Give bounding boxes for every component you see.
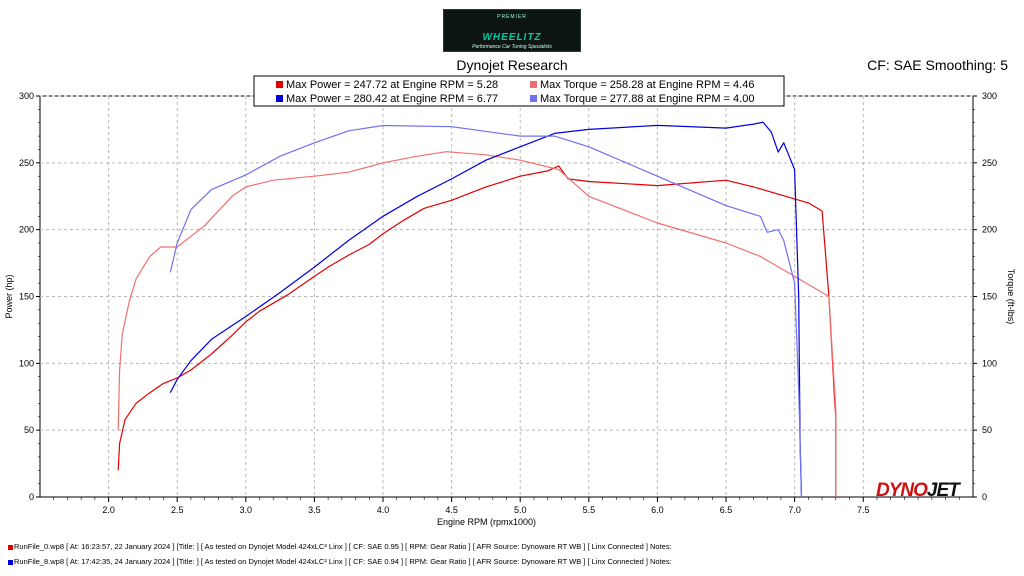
x-tick-label: 2.0: [102, 505, 115, 515]
x-tick-label: 2.5: [171, 505, 184, 515]
legend-entry-2: Max Power = 280.42 at Engine RPM = 6.77: [286, 93, 498, 105]
x-tick-label: 5.0: [514, 505, 527, 515]
y2-tick-label: 300: [982, 91, 997, 101]
x-tick-label: 7.5: [857, 505, 870, 515]
y-tick-label: 0: [29, 492, 34, 502]
y-axis-title: Power (hp): [4, 274, 14, 318]
y2-tick-label: 100: [982, 358, 997, 368]
x-tick-label: 4.0: [377, 505, 390, 515]
y2-axis-title: Torque (ft-lbs): [1006, 269, 1016, 325]
axes: 2.0 2.5 3.0 3.5 4.0 4.5 5.0 5.5 6.0 6.5 7.0 7.5 0 50 1…: [19, 91, 997, 515]
y-tick-label: 250: [19, 158, 34, 168]
y-tick-label: 300: [19, 91, 34, 101]
y-tick-label: 200: [19, 225, 34, 235]
dynojet-logo-part2: JET: [926, 480, 960, 501]
x-tick-label: 5.5: [583, 505, 596, 515]
run-label-1: RunFile_8.wp8 [ At: 17:42:35, 24 January…: [14, 557, 672, 566]
series-line-2: [169, 121, 803, 498]
logo-brand: WHEELITZ: [482, 32, 542, 43]
x-tick-label: 6.5: [720, 505, 733, 515]
series-line-3: [169, 124, 803, 498]
y2-tick-label: 200: [982, 225, 997, 235]
run-info-0: RunFile_0.wp8 [ At: 16:23:57, 22 January…: [8, 542, 672, 551]
run-label-0: RunFile_0.wp8 [ At: 16:23:57, 22 January…: [14, 542, 672, 551]
x-tick-label: 4.5: [445, 505, 458, 515]
y2-tick-label: 50: [982, 425, 992, 435]
y2-tick-label: 150: [982, 292, 997, 302]
grid: [39, 95, 974, 498]
y-tick-label: 150: [19, 292, 34, 302]
series-line-0: [117, 165, 837, 497]
y-tick-label: 50: [24, 425, 34, 435]
legend-entry-1: Max Torque = 258.28 at Engine RPM = 4.46: [540, 79, 754, 91]
y-tick-label: 100: [19, 358, 34, 368]
legend-swatch-1: [530, 81, 537, 88]
y2-tick-label: 250: [982, 158, 997, 168]
y2-tick-label: 0: [982, 492, 987, 502]
shop-logo: PREMIER WHEELITZ Performance Car Tuning …: [443, 9, 581, 52]
x-tick-label: 3.5: [308, 505, 321, 515]
series-line-1: [117, 151, 837, 497]
dynojet-logo: DYNOJET: [876, 480, 960, 502]
x-axis-title: Engine RPM (rpmx1000): [437, 517, 536, 527]
x-tick-label: 3.0: [240, 505, 253, 515]
legend-swatch-0: [276, 81, 283, 88]
legend: Max Power = 247.72 at Engine RPM = 5.28 M…: [253, 75, 785, 107]
legend-swatch-2: [276, 95, 283, 102]
run-info-1: RunFile_8.wp8 [ At: 17:42:35, 24 January…: [8, 557, 672, 566]
series-lines: [117, 121, 837, 498]
legend-box: [253, 75, 785, 107]
run-marker-1: [8, 559, 13, 565]
cf-smoothing-label: CF: SAE Smoothing: 5: [867, 57, 1008, 73]
legend-swatch-3: [530, 95, 537, 102]
x-tick-label: 7.0: [788, 505, 801, 515]
dynojet-logo-part1: DYNO: [876, 480, 928, 501]
x-tick-label: 6.0: [651, 505, 664, 515]
logo-tagline: Performance Car Tuning Specialists: [472, 44, 552, 50]
legend-entry-3: Max Torque = 277.88 at Engine RPM = 4.00: [540, 93, 754, 105]
logo-top-text: PREMIER: [497, 14, 527, 20]
run-marker-0: [8, 544, 13, 550]
chart-title: Dynojet Research: [456, 57, 568, 73]
legend-entry-0: Max Power = 247.72 at Engine RPM = 5.28: [286, 79, 498, 91]
